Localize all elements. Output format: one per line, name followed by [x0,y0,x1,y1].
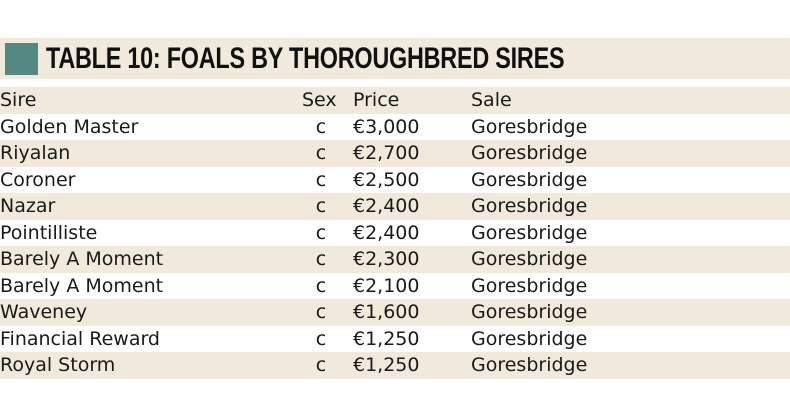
cell-sale: Goresbridge [471,142,588,164]
cell-price: €2,500 [353,168,420,191]
cell-sire: Royal Storm [0,354,116,376]
cell-sale: Goresbridge [471,195,588,217]
cell-price: €1,600 [353,301,420,323]
table-row: Nazar c €2,400 Goresbridge [0,193,790,220]
cell-sale: Goresbridge [471,115,588,138]
cell-sex: c [315,142,327,164]
column-header-sire: Sire [0,89,37,111]
cell-sex: c [315,354,327,376]
cell-sex: c [315,168,327,191]
table-row: Coroner c €2,500 Goresbridge [0,167,790,194]
cell-sire: Barely A Moment [0,274,164,297]
table-title-band: TABLE 10: FOALS BY THOROUGHBRED SIRES [0,38,790,79]
title-accent-square [5,43,38,75]
sires-table: Sire Sex Price Sale Golden Master c €3,000… [0,87,790,379]
cell-sex: c [315,195,327,217]
cell-price: €3,000 [353,115,420,138]
cell-sale: Goresbridge [471,274,588,297]
table-row: Barely A Moment c €2,100 Goresbridge [0,273,790,300]
cell-sire: Nazar [0,195,56,217]
table-row: Pointilliste c €2,400 Goresbridge [0,220,790,247]
cell-price: €1,250 [353,327,420,350]
cell-sire: Barely A Moment [0,248,164,270]
cell-sex: c [315,327,327,350]
cell-sale: Goresbridge [471,301,588,323]
cell-sire: Golden Master [0,115,139,138]
cell-sale: Goresbridge [471,248,588,270]
cell-sire: Pointilliste [0,221,98,244]
cell-sire: Waveney [0,301,88,323]
cell-sex: c [315,274,327,297]
table-row: Golden Master c €3,000 Goresbridge [0,114,790,141]
cell-price: €2,300 [353,248,420,270]
column-header-sex: Sex [302,89,337,111]
cell-sire: Riyalan [0,142,71,164]
table-title: TABLE 10: FOALS BY THOROUGHBRED SIRES [46,42,565,75]
cell-sex: c [315,301,327,323]
cell-sale: Goresbridge [471,168,588,191]
cell-sire: Financial Reward [0,327,160,350]
table-row: Financial Reward c €1,250 Goresbridge [0,326,790,353]
cell-sex: c [315,115,327,138]
table-header-row: Sire Sex Price Sale [0,87,790,114]
cell-price: €2,400 [353,221,420,244]
table-row: Waveney c €1,600 Goresbridge [0,299,790,326]
cell-price: €2,700 [353,142,420,164]
cell-sale: Goresbridge [471,354,588,376]
cell-sale: Goresbridge [471,327,588,350]
table-row: Royal Storm c €1,250 Goresbridge [0,352,790,379]
cell-price: €2,400 [353,195,420,217]
column-header-sale: Sale [471,89,512,111]
cell-sex: c [315,248,327,270]
table-row: Barely A Moment c €2,300 Goresbridge [0,246,790,273]
table-row: Riyalan c €2,700 Goresbridge [0,140,790,167]
cell-sire: Coroner [0,168,76,191]
cell-sex: c [315,221,327,244]
cell-sale: Goresbridge [471,221,588,244]
cell-price: €2,100 [353,274,420,297]
cell-price: €1,250 [353,354,420,376]
column-header-price: Price [353,89,400,111]
